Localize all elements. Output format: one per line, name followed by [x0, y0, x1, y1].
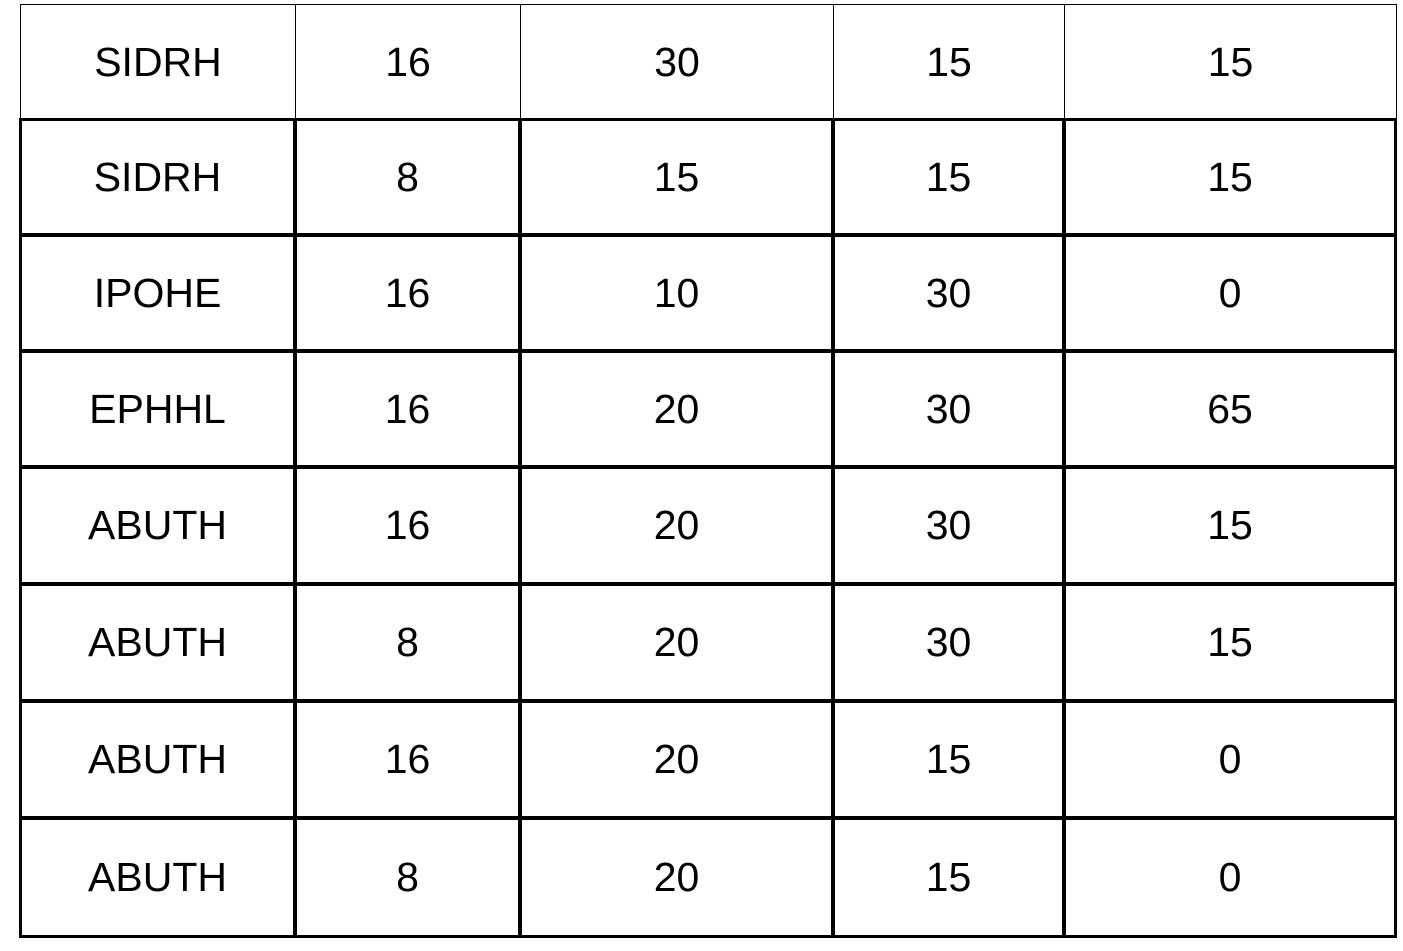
- table-cell-value: 8: [294, 583, 521, 702]
- table-cell-value: 20: [519, 350, 834, 468]
- table-cell-code: ABUTH: [19, 700, 296, 819]
- table-cell-code: IPOHE: [19, 234, 296, 352]
- table-cell-value: 0: [1063, 817, 1397, 938]
- table-cell-code: EPHHL: [19, 350, 296, 468]
- table-cell-value: 0: [1063, 234, 1397, 352]
- table-cell-value: 15: [1063, 118, 1397, 236]
- table-cell-value: 15: [832, 118, 1065, 236]
- table-cell-value: 16: [294, 234, 521, 352]
- table-cell-value: 20: [519, 583, 834, 702]
- table-cell-value: 10: [519, 234, 834, 352]
- table-cell-value: 16: [295, 4, 521, 120]
- table-cell-value: 30: [520, 4, 834, 120]
- table-cell-value: 15: [832, 817, 1065, 938]
- table-cell-value: 0: [1063, 700, 1397, 819]
- table-cell-code: ABUTH: [19, 466, 296, 585]
- table-cell-value: 30: [832, 350, 1065, 468]
- table-cell-code: ABUTH: [19, 583, 296, 702]
- table-cell-value: 15: [833, 4, 1065, 120]
- table-cell-value: 15: [519, 118, 834, 236]
- table-cell-code: SIDRH: [20, 4, 296, 120]
- table-cell-value: 16: [294, 700, 521, 819]
- table-cell-value: 8: [294, 118, 521, 236]
- table-cell-code: ABUTH: [19, 817, 296, 938]
- table-cell-value: 15: [1064, 4, 1397, 120]
- table-cell-value: 20: [519, 700, 834, 819]
- table-cell-value: 30: [832, 234, 1065, 352]
- table-cell-code: SIDRH: [19, 118, 296, 236]
- table-cell-value: 16: [294, 466, 521, 585]
- table-cell-value: 15: [1063, 583, 1397, 702]
- table-cell-value: 65: [1063, 350, 1397, 468]
- table-cell-value: 30: [832, 466, 1065, 585]
- table-cell-value: 15: [832, 700, 1065, 819]
- table-cell-value: 16: [294, 350, 521, 468]
- table-cell-value: 8: [294, 817, 521, 938]
- table-cell-value: 20: [519, 817, 834, 938]
- table-cell-value: 20: [519, 466, 834, 585]
- table-cell-value: 15: [1063, 466, 1397, 585]
- table-cell-value: 30: [832, 583, 1065, 702]
